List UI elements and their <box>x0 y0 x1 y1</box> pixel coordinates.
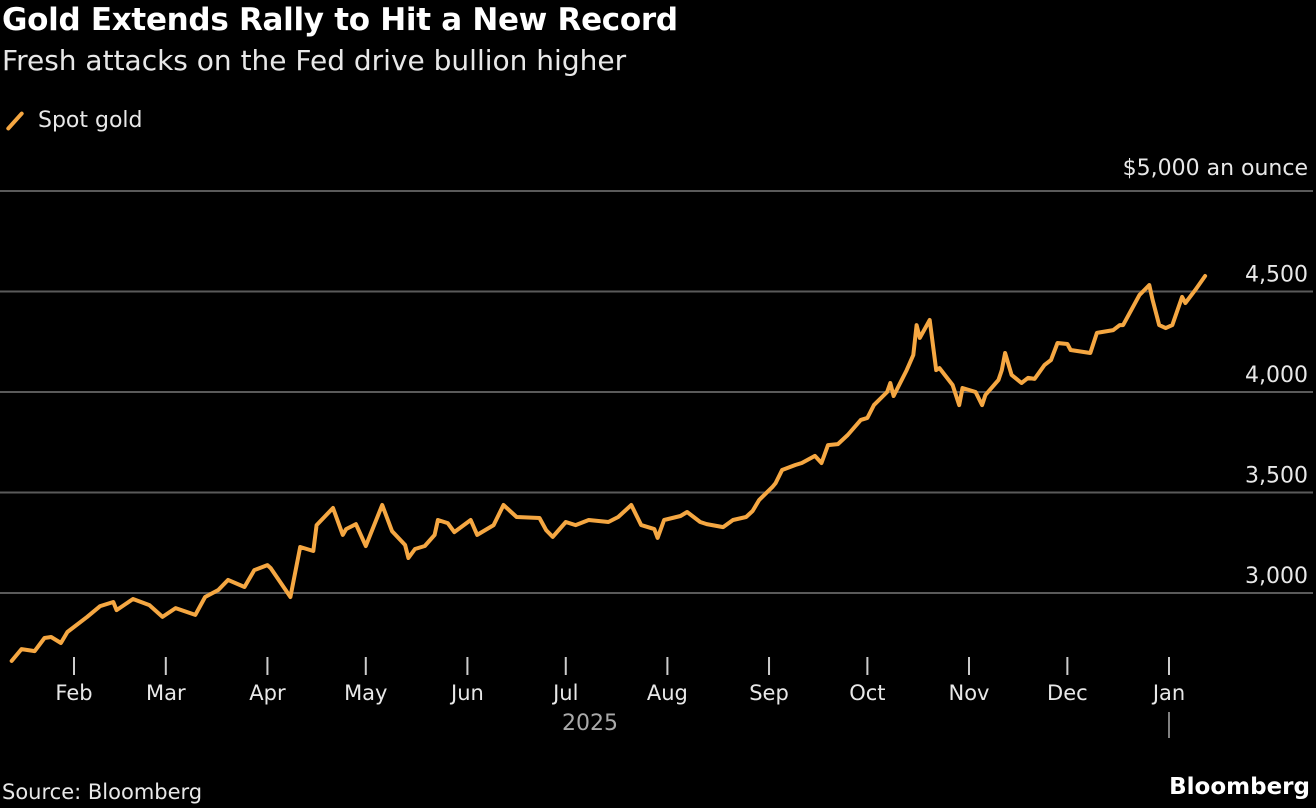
brand-logo: Bloomberg <box>1169 774 1310 800</box>
x-tick-label: Feb <box>55 681 92 705</box>
series-line-spot-gold <box>9 274 1208 663</box>
x-tick-label: Jun <box>449 681 484 705</box>
chart-subtitle: Fresh attacks on the Fed drive bullion h… <box>2 44 627 77</box>
chart-title: Gold Extends Rally to Hit a New Record <box>2 2 678 38</box>
x-tick-label: Jan <box>1151 681 1185 705</box>
y-tick-label: 3,000 <box>1245 564 1308 589</box>
x-tick-label: Mar <box>146 681 186 705</box>
x-tick-label: Aug <box>647 681 688 705</box>
x-tick-label: Sep <box>749 681 789 705</box>
y-axis-unit-label: $5,000 an ounce <box>1122 156 1308 181</box>
x-tick-label: May <box>344 681 387 705</box>
legend-label: Spot gold <box>38 108 143 133</box>
x-tick-label: Jul <box>551 681 578 705</box>
x-tick-label: Oct <box>849 681 885 705</box>
y-tick-label: 4,000 <box>1245 363 1308 388</box>
x-tick-label: Apr <box>249 681 286 705</box>
source-note: Source: Bloomberg <box>2 780 203 804</box>
year-label: 2025 <box>562 711 618 736</box>
y-tick-label: 3,500 <box>1245 464 1308 489</box>
y-tick-label: 4,500 <box>1245 263 1308 288</box>
x-tick-label: Dec <box>1047 681 1088 705</box>
x-tick-label: Nov <box>949 681 990 705</box>
legend: Spot gold <box>4 108 143 133</box>
